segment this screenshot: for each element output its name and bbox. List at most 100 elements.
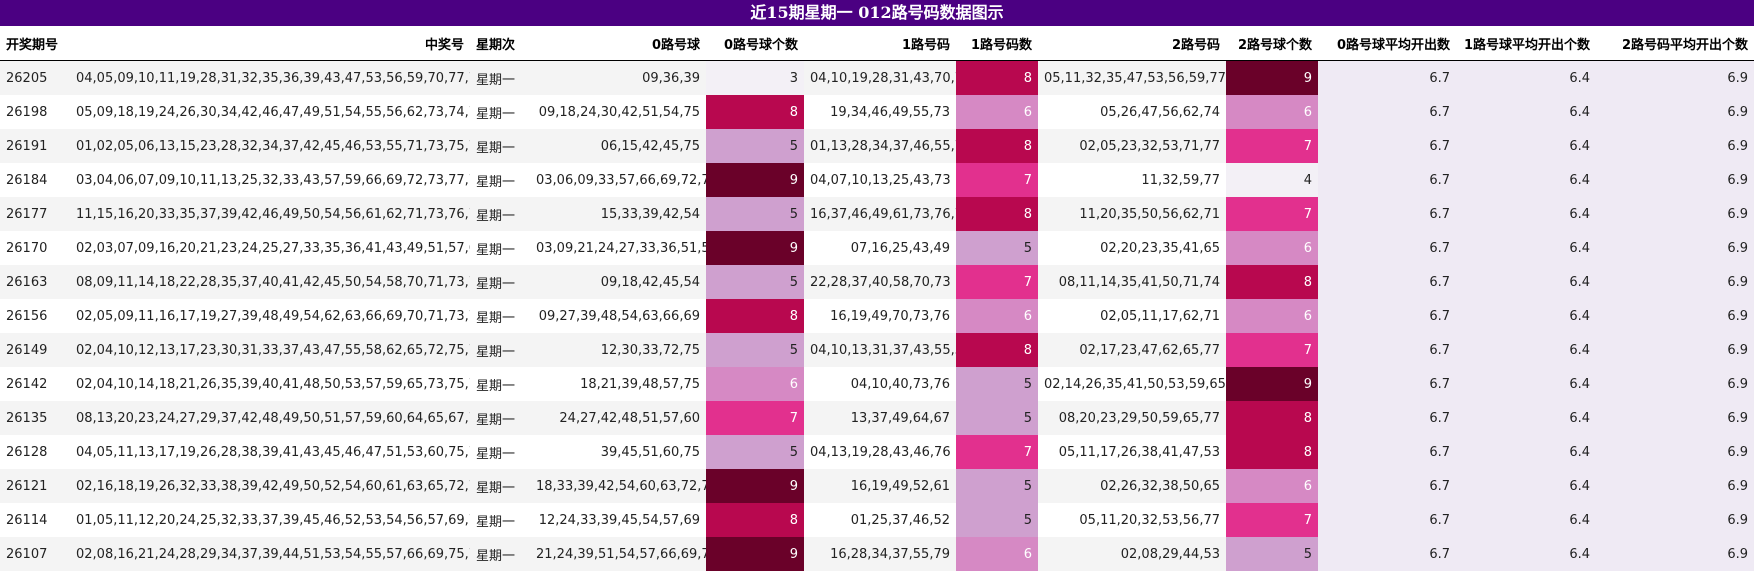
road1-avg-cell: 6.4 bbox=[1456, 367, 1596, 401]
road1-count-cell: 5 bbox=[956, 469, 1038, 503]
road0-numbers-cell: 15,33,39,42,54 bbox=[530, 197, 706, 231]
table-row: 26177 11,15,16,20,33,35,37,39,42,46,49,50… bbox=[0, 197, 1754, 231]
table-row: 26205 04,05,09,10,11,19,28,31,32,35,36,39… bbox=[0, 60, 1754, 95]
weekday-cell: 星期一 bbox=[470, 299, 530, 333]
road0-avg-cell: 6.7 bbox=[1318, 95, 1456, 129]
road1-numbers-cell: 16,19,49,70,73,76 bbox=[804, 299, 956, 333]
road2-count-cell: 9 bbox=[1226, 367, 1318, 401]
col-header-road0-count: 0路号球个数 bbox=[706, 26, 804, 61]
road1-numbers-cell: 04,10,40,73,76 bbox=[804, 367, 956, 401]
road0-avg-cell: 6.7 bbox=[1318, 129, 1456, 163]
road0-numbers-cell: 09,27,39,48,54,63,66,69 bbox=[530, 299, 706, 333]
table-row: 26135 08,13,20,23,24,27,29,37,42,48,49,50… bbox=[0, 401, 1754, 435]
road2-count-cell: 6 bbox=[1226, 231, 1318, 265]
winning-numbers-cell: 05,09,18,19,24,26,30,34,42,46,47,49,51,5… bbox=[70, 95, 470, 129]
period-cell: 26191 bbox=[0, 129, 70, 163]
road0-count-cell: 9 bbox=[706, 537, 804, 571]
road2-count-cell: 9 bbox=[1226, 60, 1318, 95]
weekday-cell: 星期一 bbox=[470, 367, 530, 401]
road2-avg-cell: 6.9 bbox=[1596, 537, 1754, 571]
col-header-road2-count: 2路号球个数 bbox=[1226, 26, 1318, 61]
road2-avg-cell: 6.9 bbox=[1596, 367, 1754, 401]
weekday-cell: 星期一 bbox=[470, 231, 530, 265]
weekday-cell: 星期一 bbox=[470, 129, 530, 163]
period-cell: 26149 bbox=[0, 333, 70, 367]
road2-numbers-cell: 11,20,35,50,56,62,71 bbox=[1038, 197, 1226, 231]
road2-avg-cell: 6.9 bbox=[1596, 95, 1754, 129]
road2-avg-cell: 6.9 bbox=[1596, 265, 1754, 299]
table-row: 26198 05,09,18,19,24,26,30,34,42,46,47,49… bbox=[0, 95, 1754, 129]
winning-numbers-cell: 11,15,16,20,33,35,37,39,42,46,49,50,54,5… bbox=[70, 197, 470, 231]
road0-count-cell: 9 bbox=[706, 469, 804, 503]
road2-count-cell: 8 bbox=[1226, 401, 1318, 435]
winning-numbers-cell: 04,05,11,13,17,19,26,28,38,39,41,43,45,4… bbox=[70, 435, 470, 469]
road2-avg-cell: 6.9 bbox=[1596, 197, 1754, 231]
road0-numbers-cell: 12,30,33,72,75 bbox=[530, 333, 706, 367]
period-cell: 26107 bbox=[0, 537, 70, 571]
weekday-cell: 星期一 bbox=[470, 537, 530, 571]
road2-numbers-cell: 05,11,20,32,53,56,77 bbox=[1038, 503, 1226, 537]
road2-count-cell: 6 bbox=[1226, 299, 1318, 333]
road2-numbers-cell: 08,11,14,35,41,50,71,74 bbox=[1038, 265, 1226, 299]
road2-numbers-cell: 02,17,23,47,62,65,77 bbox=[1038, 333, 1226, 367]
winning-numbers-cell: 01,02,05,06,13,15,23,28,32,34,37,42,45,4… bbox=[70, 129, 470, 163]
road0-avg-cell: 6.7 bbox=[1318, 469, 1456, 503]
col-header-road0-numbers: 0路号球 bbox=[530, 26, 706, 61]
road0-count-cell: 8 bbox=[706, 95, 804, 129]
weekday-cell: 星期一 bbox=[470, 197, 530, 231]
road1-numbers-cell: 04,07,10,13,25,43,73 bbox=[804, 163, 956, 197]
table-row: 26163 08,09,11,14,18,22,28,35,37,40,41,42… bbox=[0, 265, 1754, 299]
road1-count-cell: 8 bbox=[956, 60, 1038, 95]
road2-count-cell: 7 bbox=[1226, 129, 1318, 163]
weekday-cell: 星期一 bbox=[470, 503, 530, 537]
road0-numbers-cell: 09,18,42,45,54 bbox=[530, 265, 706, 299]
period-cell: 26205 bbox=[0, 60, 70, 95]
col-header-road2-avg: 2路号码平均开出个数 bbox=[1596, 26, 1754, 61]
table-row: 26184 03,04,06,07,09,10,11,13,25,32,33,43… bbox=[0, 163, 1754, 197]
road0-count-cell: 8 bbox=[706, 503, 804, 537]
period-cell: 26170 bbox=[0, 231, 70, 265]
weekday-cell: 星期一 bbox=[470, 333, 530, 367]
weekday-cell: 星期一 bbox=[470, 163, 530, 197]
road2-count-cell: 8 bbox=[1226, 265, 1318, 299]
road1-avg-cell: 6.4 bbox=[1456, 333, 1596, 367]
table-row: 26191 01,02,05,06,13,15,23,28,32,34,37,42… bbox=[0, 129, 1754, 163]
road1-count-cell: 8 bbox=[956, 197, 1038, 231]
road0-count-cell: 5 bbox=[706, 333, 804, 367]
road2-numbers-cell: 02,05,23,32,53,71,77 bbox=[1038, 129, 1226, 163]
road1-numbers-cell: 22,28,37,40,58,70,73 bbox=[804, 265, 956, 299]
road2-numbers-cell: 02,26,32,38,50,65 bbox=[1038, 469, 1226, 503]
road0-avg-cell: 6.7 bbox=[1318, 435, 1456, 469]
winning-numbers-cell: 04,05,09,10,11,19,28,31,32,35,36,39,43,4… bbox=[70, 60, 470, 95]
road2-avg-cell: 6.9 bbox=[1596, 129, 1754, 163]
road1-numbers-cell: 13,37,49,64,67 bbox=[804, 401, 956, 435]
road0-count-cell: 6 bbox=[706, 367, 804, 401]
col-header-road1-avg: 1路号球平均开出个数 bbox=[1456, 26, 1596, 61]
road0-avg-cell: 6.7 bbox=[1318, 333, 1456, 367]
weekday-cell: 星期一 bbox=[470, 469, 530, 503]
table-row: 26156 02,05,09,11,16,17,19,27,39,48,49,54… bbox=[0, 299, 1754, 333]
road1-numbers-cell: 04,10,19,28,31,43,70,79 bbox=[804, 60, 956, 95]
road1-avg-cell: 6.4 bbox=[1456, 95, 1596, 129]
road2-avg-cell: 6.9 bbox=[1596, 231, 1754, 265]
road1-numbers-cell: 04,10,13,31,37,43,55,58 bbox=[804, 333, 956, 367]
road1-count-cell: 8 bbox=[956, 129, 1038, 163]
road2-numbers-cell: 08,20,23,29,50,59,65,77 bbox=[1038, 401, 1226, 435]
header-row: 开奖期号 中奖号 星期次 0路号球 0路号球个数 1路号码 1路号码数 2路号码… bbox=[0, 26, 1754, 61]
road2-count-cell: 4 bbox=[1226, 163, 1318, 197]
road0-numbers-cell: 21,24,39,51,54,57,66,69,75 bbox=[530, 537, 706, 571]
road1-count-cell: 7 bbox=[956, 435, 1038, 469]
period-cell: 26177 bbox=[0, 197, 70, 231]
road1-avg-cell: 6.4 bbox=[1456, 435, 1596, 469]
road2-avg-cell: 6.9 bbox=[1596, 503, 1754, 537]
road1-numbers-cell: 19,34,46,49,55,73 bbox=[804, 95, 956, 129]
road0-count-cell: 7 bbox=[706, 401, 804, 435]
road2-avg-cell: 6.9 bbox=[1596, 163, 1754, 197]
road2-count-cell: 8 bbox=[1226, 435, 1318, 469]
road0-numbers-cell: 09,18,24,30,42,51,54,75 bbox=[530, 95, 706, 129]
road0-numbers-cell: 39,45,51,60,75 bbox=[530, 435, 706, 469]
road2-numbers-cell: 02,14,26,35,41,50,53,59,65 bbox=[1038, 367, 1226, 401]
road2-numbers-cell: 02,08,29,44,53 bbox=[1038, 537, 1226, 571]
col-header-road0-avg: 0路号球平均开出数 bbox=[1318, 26, 1456, 61]
road0-count-cell: 8 bbox=[706, 299, 804, 333]
